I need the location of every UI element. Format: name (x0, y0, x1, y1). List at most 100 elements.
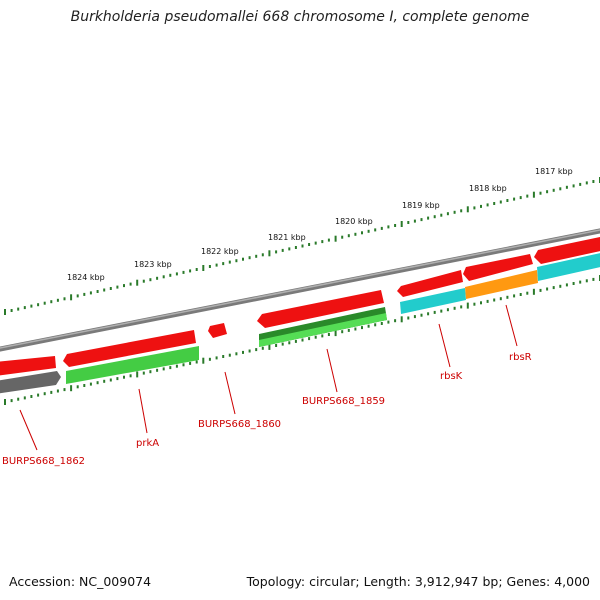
gene-bar[interactable] (463, 254, 533, 281)
minor-tick (506, 295, 509, 299)
minor-tick (30, 304, 33, 308)
major-tick (202, 357, 205, 364)
minor-tick (301, 338, 304, 342)
gene-label[interactable]: rbsR (509, 352, 532, 363)
minor-tick (374, 323, 377, 327)
major-tick (334, 235, 337, 242)
minor-tick (169, 366, 172, 370)
minor-tick (281, 342, 284, 346)
gene-label[interactable]: BURPS668_1859 (302, 396, 385, 407)
gene-bar[interactable] (0, 371, 61, 394)
leader-line (505, 304, 518, 347)
minor-tick (308, 243, 311, 246)
minor-tick (552, 188, 555, 192)
minor-tick (493, 298, 496, 302)
minor-tick (255, 254, 258, 258)
minor-tick (129, 282, 132, 286)
minor-tick (63, 297, 66, 301)
major-tick (70, 385, 73, 392)
minor-tick (446, 308, 449, 312)
minor-tick (50, 300, 53, 304)
gene-bar[interactable] (66, 346, 199, 384)
minor-tick (189, 269, 192, 273)
minor-tick (513, 294, 516, 298)
minor-tick (559, 187, 562, 191)
leader-line (224, 371, 236, 415)
accession-text: Accession: NC_009074 (9, 574, 152, 589)
gene-label[interactable]: BURPS668_1860 (198, 419, 281, 430)
minor-tick (43, 392, 46, 396)
gene-bar[interactable] (257, 290, 384, 328)
leader-line (19, 409, 38, 451)
gene-bar[interactable] (534, 236, 600, 264)
minor-tick (552, 286, 555, 290)
minor-tick (63, 388, 66, 392)
minor-tick (433, 215, 436, 219)
tick-label: 1823 kbp (134, 260, 172, 269)
minor-tick (499, 297, 502, 301)
minor-tick (162, 275, 165, 279)
minor-tick (242, 350, 244, 354)
minor-tick (513, 197, 516, 201)
major-tick (532, 191, 535, 198)
minor-tick (380, 226, 383, 230)
minor-tick (83, 292, 86, 296)
gene-bar[interactable] (397, 270, 463, 297)
gene-bar[interactable] (465, 270, 538, 299)
minor-tick (288, 341, 291, 345)
backbone-highlight (0, 229, 600, 349)
minor-tick (526, 194, 529, 198)
minor-tick (354, 327, 357, 331)
gene-bar[interactable] (259, 313, 387, 347)
gene-label[interactable]: rbsK (440, 371, 463, 382)
minor-tick (215, 356, 218, 360)
minor-tick (460, 305, 463, 309)
minor-tick (129, 374, 132, 378)
minor-tick (294, 339, 297, 343)
forward-strand (0, 236, 600, 376)
gene-bar[interactable] (0, 356, 56, 376)
scale-labels: 1824 kbp 1823 kbp 1822 kbp 1821 kbp 1820… (67, 167, 573, 282)
minor-tick (175, 364, 178, 368)
gene-label[interactable]: prkA (136, 438, 159, 449)
minor-tick (446, 212, 449, 216)
minor-tick (235, 352, 238, 356)
major-tick (466, 302, 469, 309)
minor-tick (367, 229, 370, 233)
minor-tick (341, 330, 344, 334)
minor-tick (480, 204, 482, 208)
minor-tick (242, 257, 244, 261)
major-tick (202, 265, 205, 271)
minor-tick (281, 248, 284, 252)
minor-tick (526, 291, 529, 295)
gene-bar[interactable] (63, 330, 196, 367)
minor-tick (420, 313, 423, 317)
gene-bar[interactable] (537, 252, 600, 281)
minor-tick (499, 200, 502, 204)
minor-tick (480, 301, 482, 305)
major-tick (400, 316, 403, 323)
gene-bar[interactable] (400, 288, 466, 314)
minor-tick (387, 320, 390, 324)
gene-label[interactable]: BURPS668_1862 (2, 456, 85, 467)
minor-tick (222, 355, 225, 358)
minor-tick (10, 309, 13, 312)
leader-line (326, 348, 338, 393)
minor-tick (565, 185, 568, 189)
minor-tick (453, 210, 456, 214)
minor-tick (208, 357, 211, 361)
minor-tick (43, 301, 46, 305)
minor-tick (275, 344, 278, 347)
minor-tick (367, 324, 370, 328)
major-tick (268, 250, 271, 257)
minor-tick (83, 384, 86, 387)
minor-tick (341, 235, 344, 239)
tick-label: 1820 kbp (335, 217, 373, 226)
gene-bar[interactable] (208, 323, 227, 338)
minor-tick (37, 393, 40, 397)
minor-tick (248, 349, 251, 353)
minor-tick (559, 284, 562, 288)
minor-tick (109, 378, 112, 382)
minor-tick (440, 309, 443, 313)
